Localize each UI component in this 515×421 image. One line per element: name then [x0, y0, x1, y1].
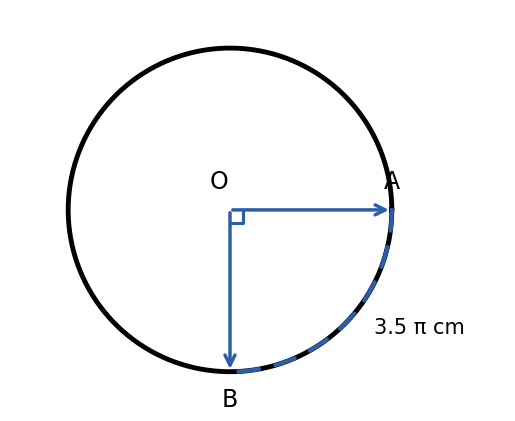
Text: 3.5 π cm: 3.5 π cm [373, 317, 465, 338]
Text: B: B [222, 388, 238, 412]
Text: A: A [384, 170, 400, 194]
Text: O: O [209, 170, 228, 194]
